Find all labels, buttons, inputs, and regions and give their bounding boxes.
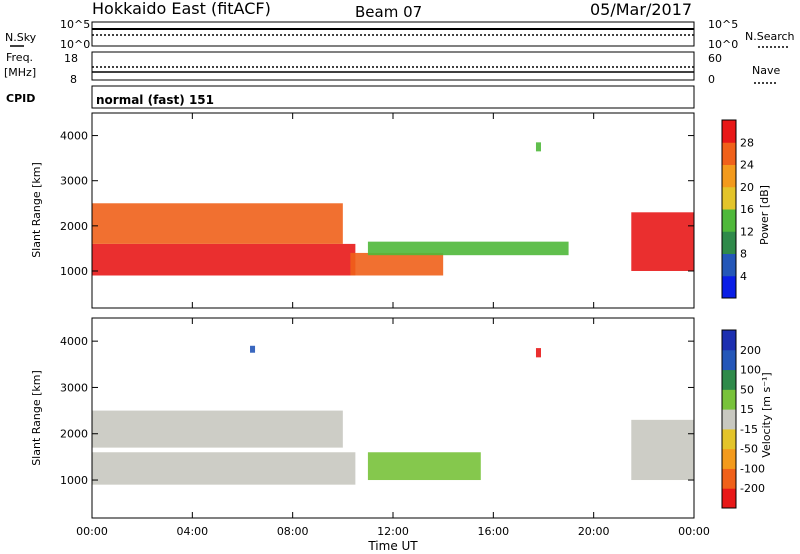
y-tick-label-1: 2000	[60, 220, 88, 233]
x-tick-label-4: 16:00	[477, 525, 509, 538]
x-tick-label-1: 04:00	[176, 525, 208, 538]
colorbar-cell-4	[722, 186, 736, 210]
x-tick-label-0: 00:00	[76, 525, 108, 538]
freq-panel-frame	[91, 51, 695, 81]
colorbar-cell-0	[722, 488, 736, 509]
colorbar-tick-4: -15	[740, 423, 758, 436]
scatter-region-1	[92, 410, 343, 448]
colorbar-cell-8	[722, 330, 736, 351]
x-tick-label-2: 08:00	[277, 525, 309, 538]
colorbar-tick-2: 50	[740, 383, 754, 396]
power-data-marks	[92, 142, 694, 276]
scatter-region-3	[631, 419, 694, 481]
velocity-colorbar: 200 100 50 15 -15 -50 -100 -200	[721, 329, 765, 509]
colorbar-cell-5	[722, 164, 736, 188]
scatter-region-5	[250, 345, 256, 353]
colorbar-tick-1: 100	[740, 364, 761, 377]
noise-tick-left-high: 10^5	[60, 18, 90, 31]
scatter-region-0	[92, 452, 356, 485]
colorbar-cell-3	[722, 209, 736, 232]
colorbar-tick-7: -200	[740, 482, 765, 495]
velocity-colorbar-label: Velocity [m s⁻¹]	[760, 372, 773, 457]
y-tick-label-2: 3000	[60, 381, 88, 394]
noise-traces	[92, 28, 694, 36]
y-tick-label-0: 1000	[60, 265, 88, 278]
cpid-label: CPID	[6, 92, 35, 105]
scatter-region-4	[631, 212, 694, 271]
noise-panel-frame	[91, 21, 695, 47]
freq-label: Freq.	[6, 51, 33, 64]
nsearch-label: N.Search	[745, 30, 795, 43]
scatter-region-3	[367, 241, 569, 256]
power-colorbar-label: Power [dB]	[758, 185, 771, 245]
scatter-region-4	[535, 348, 541, 358]
power-colorbar: 28 24 20 16 12 8 4	[721, 119, 754, 299]
nave-tick-low: 0	[708, 73, 715, 86]
velocity-y-axis: 1000 2000 3000 4000	[60, 335, 694, 487]
freq-unit: [MHz]	[4, 66, 36, 79]
cpid-panel-frame	[91, 85, 695, 109]
colorbar-cell-5	[722, 389, 736, 410]
colorbar-cell-1	[722, 253, 736, 277]
power-y-axis: 1000 2000 3000 4000	[60, 130, 694, 278]
scatter-region-5	[535, 142, 541, 152]
x-tick-label-3: 12:00	[377, 525, 409, 538]
colorbar-frame	[721, 119, 737, 299]
colorbar-tick-0: 200	[740, 344, 761, 357]
power-panel: 1000 2000 3000 4000 Slant Range [km] 28 24 20…	[30, 112, 771, 309]
colorbar-cell-4	[722, 409, 736, 430]
colorbar-cell-1	[722, 468, 736, 489]
colorbar-tick-5: -50	[740, 443, 758, 456]
scatter-region-1	[92, 203, 343, 244]
y-tick-label-2: 3000	[60, 175, 88, 188]
station-title: Hokkaido East (fitACF)	[92, 0, 271, 18]
colorbar-cell-2	[722, 448, 736, 469]
nave-label: Nave	[752, 64, 780, 77]
colorbar-tick-4: 12	[740, 225, 754, 238]
time-x-axis: 00:00 04:00 08:00 12:00 16:00 20:00 00:00	[76, 113, 710, 538]
colorbar-tick-3: 15	[740, 403, 754, 416]
power-ylabel: Slant Range [km]	[30, 162, 43, 258]
nsky-label: N.Sky	[5, 31, 37, 44]
date-label: 05/Mar/2017	[590, 0, 692, 19]
colorbar-tick-6: -100	[740, 462, 765, 475]
freq-tick-low: 8	[70, 73, 77, 86]
colorbar-cell-3	[722, 428, 736, 450]
colorbar-tick-6: 4	[740, 270, 747, 283]
colorbar-cell-7	[722, 120, 736, 143]
colorbar-cell-6	[722, 142, 736, 165]
x-tick-label-6: 00:00	[678, 525, 710, 538]
colorbar-tick-5: 8	[740, 248, 747, 261]
colorbar-cell-2	[722, 231, 736, 254]
colorbar-cell-0	[722, 275, 736, 299]
velocity-data-marks	[92, 345, 694, 485]
nave-tick-high: 60	[708, 52, 722, 65]
cpid-text: normal (fast) 151	[96, 93, 214, 107]
x-tick-label-5: 20:00	[578, 525, 610, 538]
colorbar-tick-1: 24	[740, 159, 754, 172]
y-tick-label-0: 1000	[60, 474, 88, 487]
colorbar-frame	[721, 329, 737, 509]
y-tick-label-3: 4000	[60, 130, 88, 143]
noise-tick-right-high: 10^5	[708, 18, 738, 31]
colorbar-tick-0: 28	[740, 136, 754, 149]
colorbar-cell-6	[722, 369, 736, 390]
colorbar-tick-2: 20	[740, 181, 754, 194]
beam-label: Beam 07	[355, 3, 422, 21]
y-tick-label-1: 2000	[60, 428, 88, 441]
colorbar-tick-3: 16	[740, 203, 754, 216]
scatter-region-2	[350, 252, 444, 276]
y-tick-label-3: 4000	[60, 335, 88, 348]
velocity-panel: 1000 2000 3000 4000 Slant Range [km] 200 100…	[30, 113, 773, 553]
scatter-region-2	[367, 452, 481, 481]
noise-tick-left-low: 10^0	[60, 38, 90, 51]
time-xlabel: Time UT	[367, 539, 418, 553]
freq-tick-high: 18	[64, 52, 78, 65]
scatter-region-0	[92, 243, 356, 276]
colorbar-cell-7	[722, 349, 736, 371]
noise-tick-right-low: 10^0	[708, 38, 738, 51]
velocity-ylabel: Slant Range [km]	[30, 370, 43, 466]
